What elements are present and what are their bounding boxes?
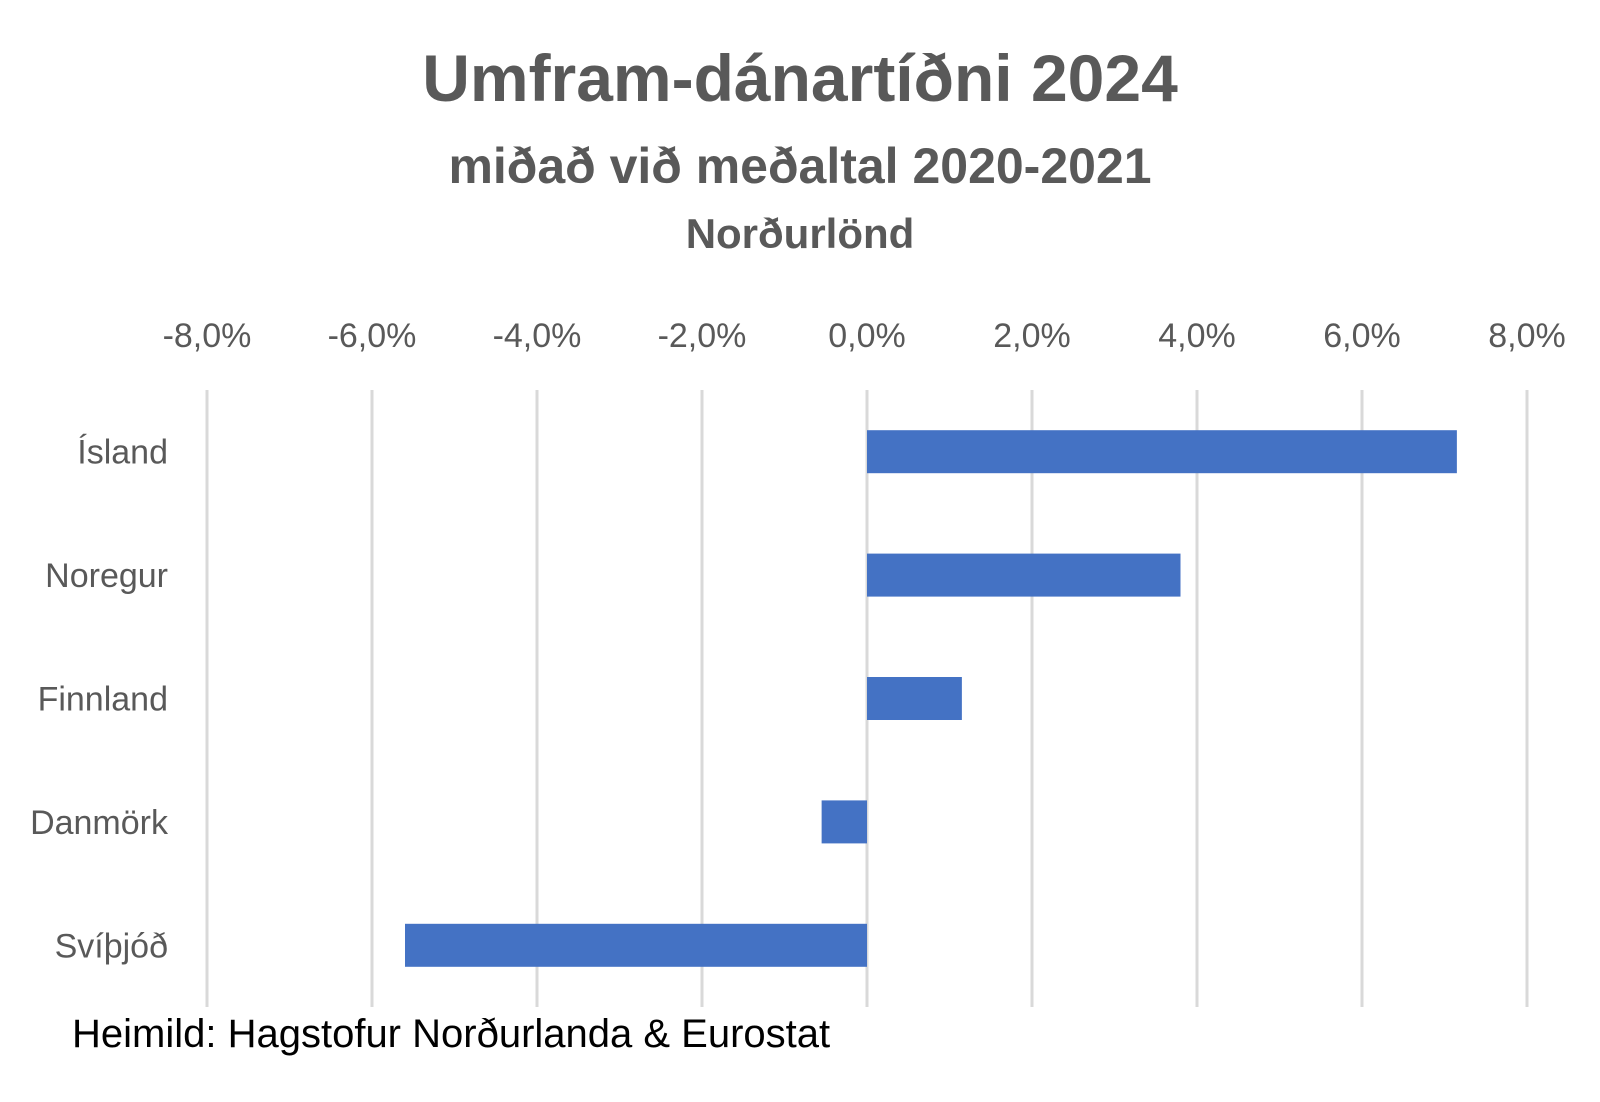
chart-subtitle-region: Norðurlönd <box>685 210 915 257</box>
x-tick-label: 0,0% <box>828 317 906 355</box>
chart-subtitle: miðað við meðaltal 2020-2021 <box>448 138 1152 194</box>
x-tick-label: -8,0% <box>163 317 252 355</box>
x-tick-label: 4,0% <box>1158 317 1236 355</box>
category-label: Noregur <box>45 557 168 595</box>
bar <box>821 800 867 844</box>
category-label: Finnland <box>38 681 168 719</box>
category-label: Svíþjóð <box>55 927 168 965</box>
x-tick-label: -6,0% <box>328 317 417 355</box>
bar <box>405 923 867 967</box>
x-tick-label: 8,0% <box>1488 317 1566 355</box>
x-tick-label: -2,0% <box>658 317 747 355</box>
x-tick-label: 6,0% <box>1323 317 1401 355</box>
source-note: Heimild: Hagstofur Norðurlanda & Eurosta… <box>72 1012 831 1056</box>
category-label: Ísland <box>77 434 168 472</box>
category-label: Danmörk <box>30 804 169 842</box>
chart-title: Umfram-dánartíðni 2024 <box>422 41 1178 115</box>
x-tick-label: 2,0% <box>993 317 1071 355</box>
bar <box>867 553 1181 597</box>
bar <box>867 430 1457 474</box>
bar <box>867 677 962 720</box>
x-tick-label: -4,0% <box>493 317 582 355</box>
